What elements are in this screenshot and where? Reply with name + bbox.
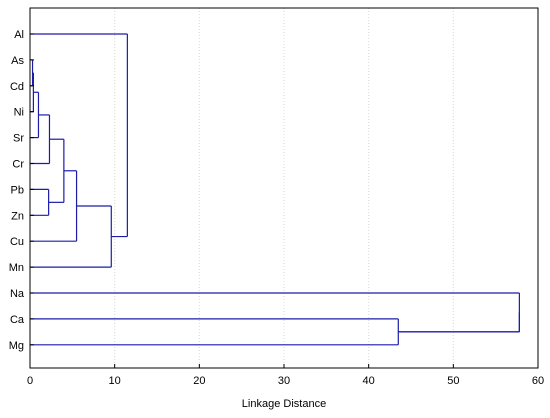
x-axis: 0 10 20 30 40 50 60 xyxy=(27,364,544,387)
leaf-label-zn: Zn xyxy=(11,210,24,222)
x-axis-title: Linkage Distance xyxy=(242,398,326,410)
dendrogram-links xyxy=(30,33,520,346)
x-tick-label: 20 xyxy=(193,375,205,387)
x-tick-label: 30 xyxy=(278,375,290,387)
x-tick-label: 60 xyxy=(532,375,544,387)
leaf-label-cu: Cu xyxy=(10,236,24,248)
leaf-label-cd: Cd xyxy=(10,81,24,93)
x-tick-label: 10 xyxy=(109,375,121,387)
leaf-label-cr: Cr xyxy=(12,159,24,171)
y-axis: Al As Cd Ni Sr Cr Pb Zn Cu Mn Na Ca Mg xyxy=(9,29,34,352)
x-tick-label: 0 xyxy=(27,375,33,387)
x-tick-label: 40 xyxy=(363,375,375,387)
leaf-label-ca: Ca xyxy=(10,314,25,326)
leaf-label-mn: Mn xyxy=(9,262,24,274)
x-tick-label: 50 xyxy=(447,375,459,387)
grid-lines xyxy=(114,8,454,368)
leaf-label-mg: Mg xyxy=(9,340,24,352)
leaf-label-na: Na xyxy=(10,288,25,300)
leaf-label-pb: Pb xyxy=(11,184,24,196)
leaf-label-sr: Sr xyxy=(13,133,24,145)
leaf-label-as: As xyxy=(11,55,24,67)
leaf-label-ni: Ni xyxy=(14,107,24,119)
leaf-label-al: Al xyxy=(14,29,24,41)
